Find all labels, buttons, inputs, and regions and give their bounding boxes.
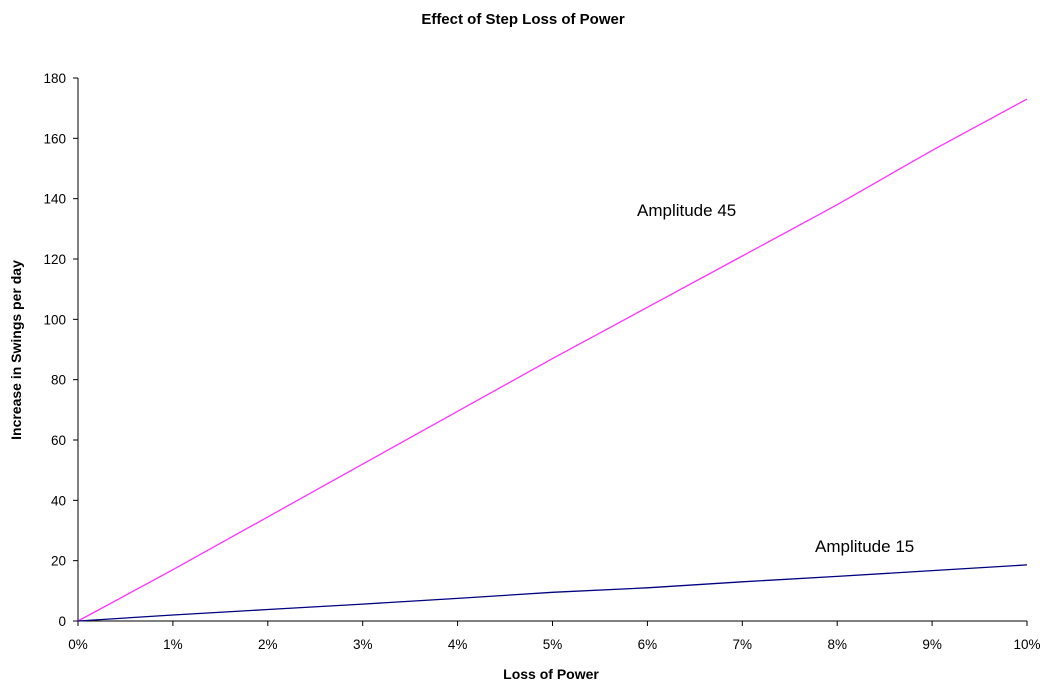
x-tick-label: 4%: [448, 637, 468, 652]
axes: [73, 77, 1028, 626]
x-tick-label: 3%: [353, 637, 373, 652]
x-tick-label: 5%: [543, 637, 563, 652]
series-lines: [77, 98, 1028, 622]
y-tick-label: 40: [51, 493, 66, 508]
x-tick-label: 1%: [163, 637, 183, 652]
series-line-amplitude-45: [77, 98, 1028, 622]
y-tick-label: 60: [51, 433, 66, 448]
chart-title: Effect of Step Loss of Power: [421, 11, 625, 28]
x-axis-title: Loss of Power: [503, 666, 599, 682]
y-tick-label: 120: [43, 252, 66, 267]
x-tick-label: 7%: [733, 637, 753, 652]
series-annotations: Amplitude 45 Amplitude 15: [637, 201, 914, 556]
series-label-amplitude-45: Amplitude 45: [637, 201, 736, 220]
y-tick-label: 80: [51, 373, 66, 388]
x-tick-label: 6%: [638, 637, 658, 652]
x-tick-label: 9%: [922, 637, 942, 652]
series-label-amplitude-15: Amplitude 15: [815, 537, 914, 556]
y-tick-label: 20: [51, 554, 66, 569]
x-tick-label: 10%: [1013, 637, 1040, 652]
series-line-amplitude-15: [77, 564, 1028, 622]
tick-labels: 0 20 40 60 80 100 120 140 160 180 0% 1% 2% 3% 4% 5% 6% 7%…: [43, 71, 1040, 652]
x-tick-label: 2%: [258, 637, 278, 652]
x-tick-label: 0%: [68, 637, 88, 652]
y-tick-label: 0: [58, 614, 66, 629]
y-tick-label: 140: [43, 192, 66, 207]
y-axis-title: Increase in Swings per day: [8, 260, 24, 440]
x-tick-label: 8%: [827, 637, 847, 652]
y-tick-label: 100: [43, 312, 66, 327]
y-tick-label: 180: [43, 71, 66, 86]
y-tick-label: 160: [43, 131, 66, 146]
